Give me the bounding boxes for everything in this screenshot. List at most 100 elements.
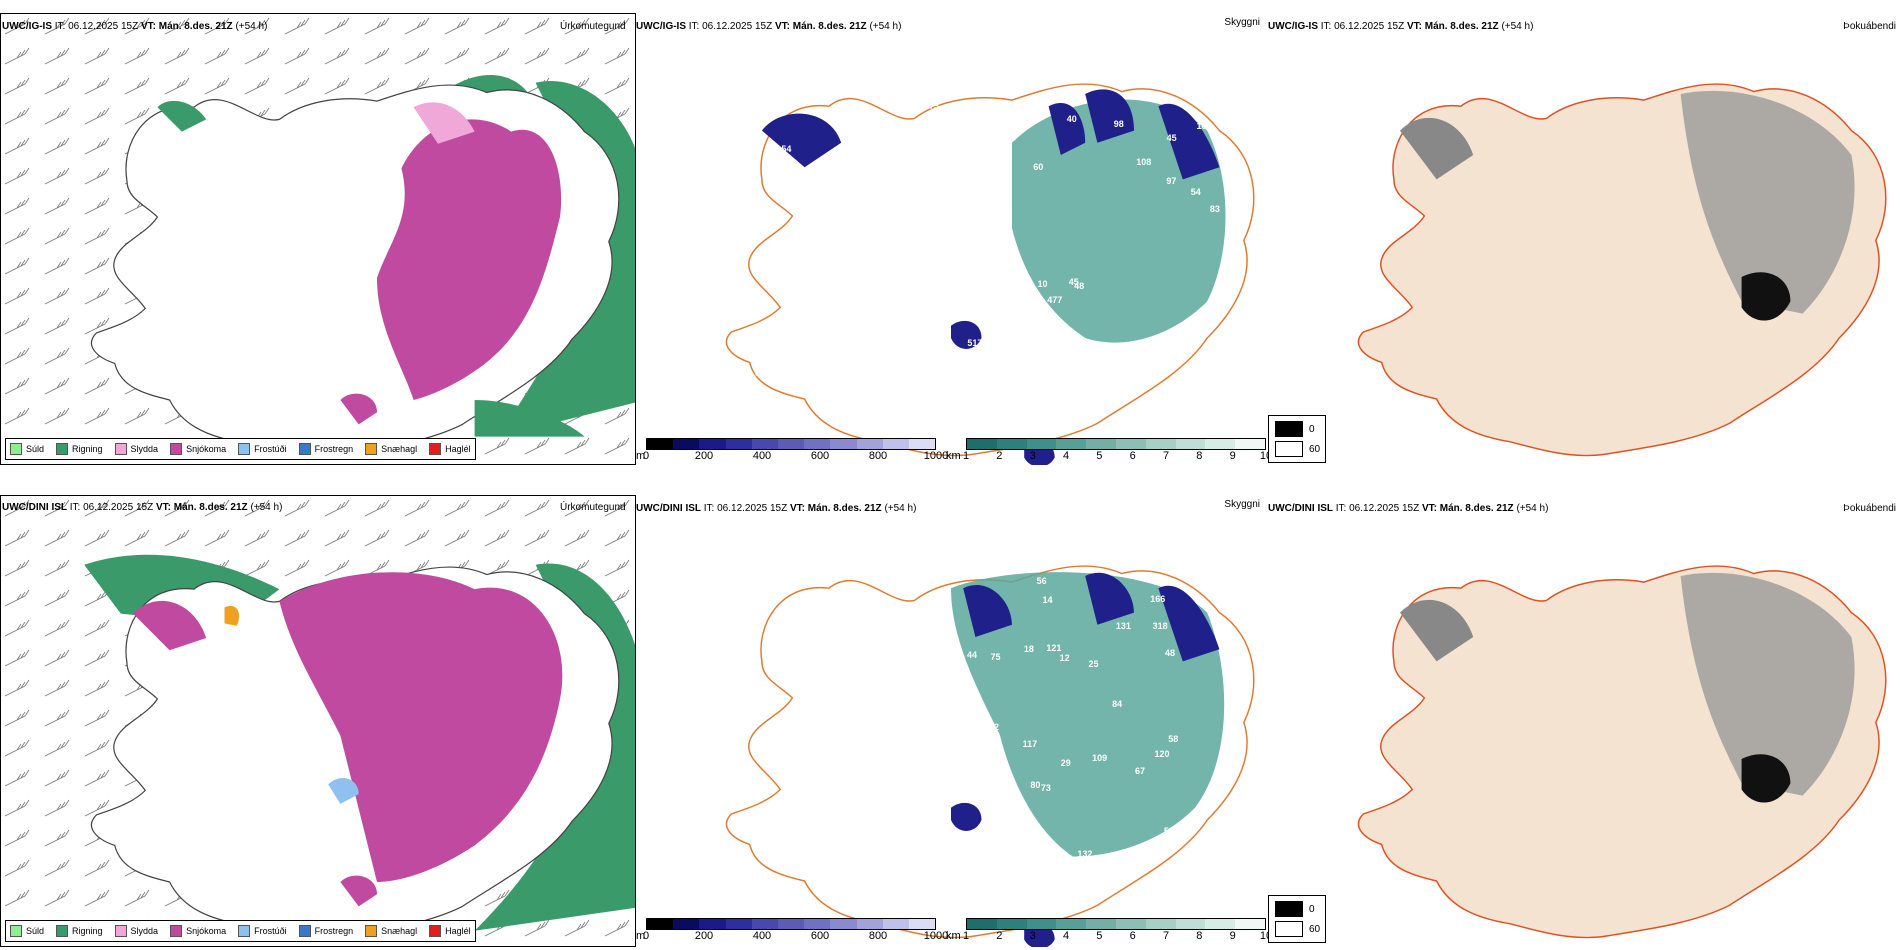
cloud-base-label: 13 bbox=[755, 398, 766, 409]
cloud-base-label: 97 bbox=[1166, 175, 1177, 186]
colorbar-tick: 9 bbox=[1229, 930, 1236, 942]
cloud-base-label: 61 bbox=[1210, 783, 1221, 794]
cloud-base-label: 108 bbox=[1136, 156, 1152, 167]
vis-colorbar-row2: 1 2 3 4 5 6 7 8 9 10 bbox=[963, 918, 1272, 942]
cloud-base-label: 44 bbox=[966, 650, 977, 661]
legend-swatch bbox=[429, 925, 442, 937]
colorbar-segment bbox=[1115, 919, 1146, 929]
colorbar-tick: 200 bbox=[694, 450, 714, 462]
colorbar-segment bbox=[882, 439, 909, 449]
cloud-base-label: 49 bbox=[869, 186, 880, 197]
colorbar-tick: 7 bbox=[1162, 450, 1170, 462]
colorbar-tick: 4 bbox=[1062, 930, 1070, 942]
cloud-base-label: 73 bbox=[1040, 782, 1051, 793]
colorbar-tick: 5 bbox=[1096, 450, 1103, 462]
colorbar-tick: 9 bbox=[1229, 450, 1236, 462]
fog-panel-row2: UWC/DINI ISL IT: 06.12.2025 15Z VT: Mán.… bbox=[1268, 495, 1900, 947]
colorbar-segment bbox=[647, 439, 674, 449]
colorbar-segment bbox=[1235, 919, 1265, 929]
cloud-base-label: 23 bbox=[842, 378, 853, 389]
cloud-base-label: 277 bbox=[1049, 886, 1065, 897]
vis-colorbar-row1: 1 2 3 4 5 6 7 8 9 10 bbox=[963, 438, 1272, 462]
cloud-unit-row2: m bbox=[636, 930, 646, 942]
colorbar-segment bbox=[996, 439, 1027, 449]
legend-item: Snæhagl bbox=[365, 925, 417, 937]
colorbar-segment bbox=[751, 919, 778, 929]
row1-header-fog: UWC/IG-IS IT: 06.12.2025 15Z VT: Mán. 8.… bbox=[1268, 21, 1534, 32]
cloud-panel-row2: UWC/DINI ISL IT: 06.12.2025 15Z VT: Mán.… bbox=[636, 495, 1268, 947]
legend-swatch bbox=[298, 443, 311, 455]
cloud-base-label: 199 bbox=[901, 784, 917, 795]
cloud-base-label: 52 bbox=[1120, 381, 1131, 392]
cloud-base-label: 502 bbox=[1025, 350, 1041, 361]
cloud-panel-row1: UWC/IG-IS IT: 06.12.2025 15Z VT: Mán. 8.… bbox=[636, 13, 1268, 465]
cloud-base-label: 77 bbox=[929, 212, 940, 223]
legend-swatch bbox=[56, 443, 69, 455]
cloud-base-label: 67 bbox=[1135, 766, 1146, 777]
colorbar-segment bbox=[1056, 439, 1087, 449]
legend-swatch bbox=[170, 443, 183, 455]
colorbar-segment bbox=[673, 439, 700, 449]
legend-label: Rigning bbox=[72, 926, 103, 936]
cloud-base-label: 97 bbox=[819, 837, 830, 848]
colorbar-segment bbox=[699, 439, 726, 449]
legend-item: Snjókoma bbox=[170, 443, 226, 455]
cloud-base-label: 99 bbox=[923, 340, 934, 351]
cloud-base-label: 58 bbox=[759, 388, 770, 399]
legend-swatch bbox=[114, 925, 127, 937]
cloud-base-label: 64 bbox=[754, 368, 765, 379]
cloud-base-label: 67 bbox=[772, 631, 783, 642]
cloud-base-label: 25 bbox=[1088, 659, 1099, 670]
cloud-base-label: 46 bbox=[801, 720, 812, 731]
cloud-base-label: 121 bbox=[1046, 642, 1062, 653]
legend-label: Haglél bbox=[445, 926, 471, 936]
cloud-base-label: 46 bbox=[978, 399, 989, 410]
legend-label: Snjókoma bbox=[186, 444, 227, 454]
cloud-base-label: 80 bbox=[974, 177, 985, 188]
cloud-base-label: 82 bbox=[992, 213, 1003, 224]
cloud-base-label: 174 bbox=[790, 755, 806, 766]
legend-item: Frostregn bbox=[298, 443, 353, 455]
cloud-base-label: 124 bbox=[953, 703, 969, 714]
fog-key-row1: 0 60 bbox=[1268, 415, 1326, 463]
cloud-base-label: 40 bbox=[1066, 114, 1077, 125]
cloud-base-label: 83 bbox=[901, 815, 912, 826]
cloud-base-label: 84 bbox=[1039, 307, 1050, 318]
cloud-base-label: 109 bbox=[1092, 752, 1108, 763]
cloud-base-label: 08 bbox=[825, 337, 836, 348]
cloud-colorbar-row2: 0 200 400 600 800 1000 bbox=[643, 918, 948, 942]
cloud-base-label: 59 bbox=[1163, 825, 1174, 836]
colorbar-segment bbox=[856, 919, 883, 929]
colorbar-tick: 8 bbox=[1196, 930, 1203, 942]
row2-header-cloud: UWC/DINI ISL IT: 06.12.2025 15Z VT: Mán.… bbox=[636, 503, 917, 514]
cloud-base-label: 83 bbox=[1209, 203, 1220, 214]
legend-label: Snjókoma bbox=[186, 926, 227, 936]
fog-panel-row1: UWC/IG-IS IT: 06.12.2025 15Z VT: Mán. 8.… bbox=[1268, 13, 1900, 465]
colorbar-segment bbox=[1205, 439, 1236, 449]
fog-map bbox=[1357, 565, 1887, 939]
legend-swatch bbox=[10, 925, 22, 937]
row2-header-fog: UWC/DINI ISL IT: 06.12.2025 15Z VT: Mán.… bbox=[1268, 503, 1549, 514]
cloud-base-label: 29 bbox=[1060, 757, 1071, 768]
fog-title-row2: Þokuábendi bbox=[1843, 503, 1896, 514]
legend-swatch bbox=[365, 443, 378, 455]
visibility-title-row1: Skyggni bbox=[1224, 17, 1260, 28]
colorbar-tick: 1000 bbox=[923, 930, 949, 942]
cloud-base-label: 59 bbox=[844, 317, 855, 328]
colorbar-segment bbox=[1026, 919, 1057, 929]
vis-unit-row1: km bbox=[946, 450, 961, 462]
legend-swatch bbox=[429, 443, 442, 455]
vis-unit-row2: km bbox=[946, 930, 961, 942]
colorbar-segment bbox=[1235, 439, 1265, 449]
cloud-unit-row1: m bbox=[636, 450, 646, 462]
cloud-base-label: 492 bbox=[984, 721, 1000, 732]
legend-item: Slydda bbox=[114, 925, 158, 937]
cloud-base-label: 17 bbox=[949, 88, 960, 99]
cloud-base-label: 54 bbox=[1190, 187, 1201, 198]
fog-map bbox=[1357, 83, 1887, 457]
cloud-base-label: 12 bbox=[1059, 652, 1070, 663]
legend-item: Frostregn bbox=[298, 925, 353, 937]
cloud-base-label: 132 bbox=[1077, 848, 1093, 859]
visibility-title-row2: Skyggni bbox=[1224, 499, 1260, 510]
colorbar-segment bbox=[830, 439, 857, 449]
